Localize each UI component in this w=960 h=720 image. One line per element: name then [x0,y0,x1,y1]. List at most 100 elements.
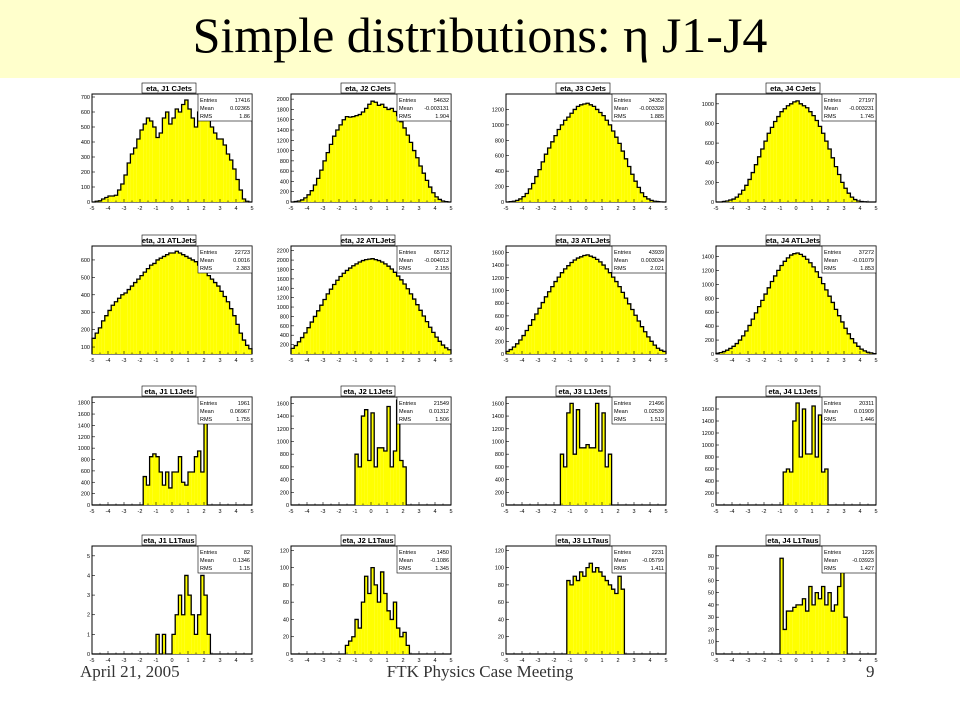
x-tick-label: -3 [536,658,541,664]
histogram-bar [342,119,346,202]
histogram-bar [544,296,548,354]
y-tick-label: 1000 [492,439,504,445]
histogram-bar [764,294,768,354]
y-tick-label: 30 [708,615,714,621]
histogram-bar [812,604,816,654]
histogram-4: -5 -4 -3 -2 -1 0 1 2 3 4 5 0 200 400 600 800 1000 eta, J4… [700,82,880,214]
histogram-bar [831,157,835,202]
histogram-outline [290,258,452,354]
histogram-bar [120,294,124,354]
stats-label: RMS [614,417,627,423]
histogram-bar [582,447,586,505]
y-tick-label: 0 [286,652,289,658]
histogram-title: eta, J3 L1Taus [557,536,608,545]
x-tick-label: -4 [520,658,525,664]
stats-label: Entries [824,550,841,556]
histogram-title: eta, J2 L1Jets [343,387,392,396]
histogram-bar [618,576,622,654]
y-tick-label: 120 [280,548,289,554]
histogram-bar [531,183,535,202]
histogram-bar [792,607,796,654]
x-tick-label: -5 [90,509,95,515]
stats-label: Mean [614,258,628,264]
x-tick-label: -2 [762,206,767,212]
histogram-outline [506,562,666,655]
histogram-bar [377,447,381,505]
histogram-bar [374,466,378,505]
histogram-bar [229,160,233,202]
histogram-bar [236,179,240,202]
y-tick-label: 200 [705,491,714,497]
histogram-bar [808,454,812,505]
histogram-bar [566,412,570,505]
x-tick-label: -3 [122,206,127,212]
histogram-bar [748,179,752,202]
x-tick-label: 4 [858,658,861,664]
histogram-bar [422,173,426,202]
x-tick-label: 3 [417,658,420,664]
histogram-bar [518,198,522,202]
histogram-bar [393,451,397,505]
histogram-title-box [340,234,396,246]
histogram-bar [796,100,800,202]
y-tick-label: 200 [280,490,289,496]
x-tick-label: -5 [714,206,719,212]
histogram-bar [824,141,828,202]
x-tick-label: -4 [305,509,310,515]
histogram-bar [172,472,176,505]
stats-value: 1.506 [435,417,449,423]
histogram-bar [383,593,387,654]
x-tick-label: 4 [234,358,237,364]
x-tick-label: 4 [858,509,861,515]
histogram-bar [589,256,593,354]
x-tick-label: 3 [842,658,845,664]
histogram-bar [390,466,394,505]
histogram-bar [204,402,208,505]
histogram-bar [412,150,416,202]
histogram-bar [582,576,586,654]
histogram-bar [406,645,410,654]
histogram-title: eta, J4 CJets [770,84,816,93]
stats-value: 0.1346 [233,558,250,564]
histogram-bar [415,157,419,202]
x-tick-label: -3 [536,206,541,212]
histogram-bar [229,308,233,354]
stats-label: Mean [200,558,214,564]
histogram-bar [207,275,211,354]
stats-value: 65712 [434,250,449,256]
histogram-bar [592,571,596,654]
histogram-bar [390,619,394,654]
histogram-bar [719,352,723,354]
histogram-bar [146,118,150,202]
y-tick-label: 600 [495,314,504,320]
x-tick-label: -1 [154,658,159,664]
histogram-bar [425,180,429,202]
histogram-bar [837,315,841,354]
x-tick-label: -2 [138,358,143,364]
histogram-bar [409,293,413,354]
histogram-bar [796,604,800,654]
histogram-bar [399,279,403,354]
histogram-svg: -5 -4 -3 -2 -1 0 1 2 3 4 5 0 200 400 600 800 1000 1200 140… [702,385,878,515]
histogram-outline [291,566,451,655]
histogram-bar [598,571,602,654]
histogram-bar [637,320,641,354]
histogram-bar [614,593,618,654]
histogram-bar [387,266,391,354]
histogram-bar [834,166,838,202]
x-tick-label: 5 [250,358,253,364]
stats-label: RMS [824,566,837,572]
histogram-bar [863,350,867,354]
histogram-title: eta, J3 ATLJets [556,236,610,245]
histogram-bar [300,199,304,202]
histogram-bar [364,409,368,505]
y-tick-label: 400 [280,179,289,185]
histogram-title: eta, J2 L1Taus [342,536,393,545]
histogram-svg: -5 -4 -3 -2 -1 0 1 2 3 4 5 200 400 600 800 1000 1200 1400… [277,234,453,364]
histogram-bar [200,472,204,505]
histogram-bar [120,184,124,202]
stats-label: Entries [824,250,841,256]
x-tick-label: 3 [632,206,635,212]
histogram-bar [194,456,198,505]
x-tick-label: -2 [337,658,342,664]
